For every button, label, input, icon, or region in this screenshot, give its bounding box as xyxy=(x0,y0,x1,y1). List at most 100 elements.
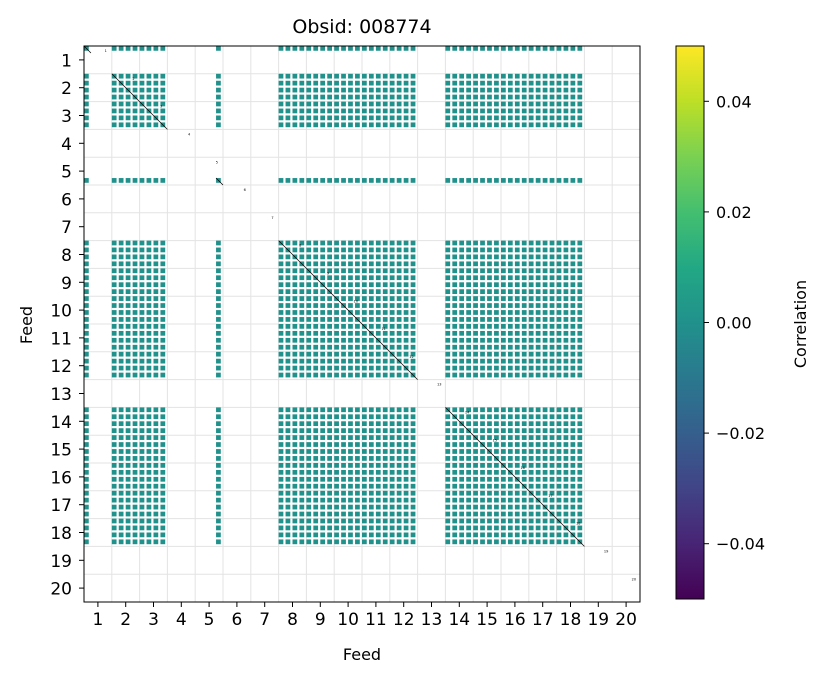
heatmap-cell xyxy=(84,240,89,246)
heatmap-cell xyxy=(466,365,471,371)
heatmap-cell xyxy=(306,330,312,336)
heatmap-cell xyxy=(487,476,492,482)
heatmap-cell xyxy=(480,337,485,343)
heatmap-cell xyxy=(216,296,221,301)
heatmap-cell xyxy=(327,87,332,93)
x-axis-ticks: 1 2 3 4 5 6 7 8 9 10 11 12 13 14 15 16 17 18 19 20 xyxy=(92,602,637,630)
heatmap-cell xyxy=(403,490,409,496)
heatmap-cell xyxy=(306,372,312,378)
heatmap-cell xyxy=(466,483,471,489)
heatmap-cell xyxy=(334,532,339,538)
heatmap-cell xyxy=(556,358,562,364)
heatmap-cell xyxy=(132,178,138,183)
heatmap-cell xyxy=(556,330,562,336)
heatmap-cell xyxy=(556,372,562,378)
heatmap-cell xyxy=(320,87,326,93)
heatmap-cell xyxy=(285,525,291,531)
heatmap-cell xyxy=(292,372,298,378)
heatmap-cell xyxy=(445,275,451,281)
heatmap-cell xyxy=(216,282,221,288)
heatmap-cell xyxy=(278,108,284,114)
heatmap-cell xyxy=(278,476,284,482)
heatmap-cell xyxy=(563,296,569,301)
heatmap-cell xyxy=(375,94,381,100)
heatmap-cell xyxy=(362,101,367,107)
heatmap-cell xyxy=(473,449,478,454)
heatmap-cell xyxy=(535,73,541,79)
heatmap-cell xyxy=(445,449,451,454)
heatmap-cell xyxy=(368,407,374,413)
heatmap-cell xyxy=(494,414,499,420)
heatmap-cell xyxy=(285,504,291,510)
heatmap-cell xyxy=(445,497,451,503)
heatmap-cell xyxy=(521,456,527,461)
heatmap-cell xyxy=(306,240,312,246)
heatmap-cell xyxy=(403,268,409,274)
heatmap-cell xyxy=(563,80,569,86)
heatmap-cell xyxy=(389,483,395,489)
heatmap-cell xyxy=(375,476,381,482)
heatmap-cell xyxy=(334,476,339,482)
heatmap-cell xyxy=(452,428,458,433)
heatmap-cell xyxy=(396,435,402,440)
heatmap-cell xyxy=(459,289,465,294)
heatmap-cell xyxy=(542,46,548,51)
heatmap-cell xyxy=(160,456,166,461)
heatmap-cell xyxy=(521,490,527,496)
heatmap-cell xyxy=(125,504,131,510)
heatmap-cell xyxy=(480,504,485,510)
heatmap-cell xyxy=(292,101,298,107)
heatmap-cell xyxy=(487,73,492,79)
y-axis-label: Feed xyxy=(17,306,36,344)
heatmap-cell xyxy=(362,261,367,267)
heatmap-cell xyxy=(84,511,89,517)
heatmap-cell xyxy=(570,358,576,364)
heatmap-cell xyxy=(362,414,367,420)
heatmap-cell xyxy=(507,435,513,440)
heatmap-cell xyxy=(494,344,499,350)
heatmap-cell xyxy=(570,518,576,524)
heatmap-cell xyxy=(542,469,548,475)
heatmap-cell xyxy=(577,87,583,93)
heatmap-cell xyxy=(368,372,374,378)
heatmap-cell xyxy=(466,539,471,545)
heatmap-cell xyxy=(473,94,478,100)
heatmap-cell xyxy=(341,449,346,454)
heatmap-cell xyxy=(299,296,305,301)
heatmap-cell xyxy=(341,268,346,274)
heatmap-cell xyxy=(84,282,89,288)
heatmap-cell xyxy=(216,240,221,246)
heatmap-cell xyxy=(299,94,305,100)
heatmap-cell xyxy=(355,428,360,433)
heatmap-cell xyxy=(563,94,569,100)
heatmap-cell xyxy=(111,456,117,461)
heatmap-cell xyxy=(501,330,506,336)
heatmap-cell xyxy=(118,469,124,475)
heatmap-cell xyxy=(507,247,513,253)
heatmap-cell xyxy=(507,504,513,510)
heatmap-cell xyxy=(501,80,506,86)
heatmap-cell xyxy=(507,115,513,121)
heatmap-cell xyxy=(466,421,471,427)
heatmap-cell xyxy=(487,414,492,420)
heatmap-cell xyxy=(410,261,416,267)
heatmap-cell xyxy=(542,275,548,281)
heatmap-cell xyxy=(84,268,89,274)
heatmap-cell xyxy=(382,282,388,288)
heatmap-cell xyxy=(556,46,562,51)
heatmap-cell xyxy=(466,108,471,114)
heatmap-cell xyxy=(410,365,416,371)
heatmap-cell xyxy=(452,247,458,253)
heatmap-cell xyxy=(480,483,485,489)
heatmap-cell xyxy=(292,73,298,79)
heatmap-cell xyxy=(160,73,166,79)
heatmap-cell xyxy=(577,428,583,433)
heatmap-cell xyxy=(501,108,506,114)
heatmap-cell xyxy=(153,108,159,114)
heatmap-cell xyxy=(299,463,305,468)
heatmap-cell xyxy=(368,94,374,100)
heatmap-cell xyxy=(549,240,555,246)
heatmap-cell xyxy=(382,240,388,246)
heatmap-cell xyxy=(334,310,339,315)
heatmap-cell xyxy=(487,483,492,489)
